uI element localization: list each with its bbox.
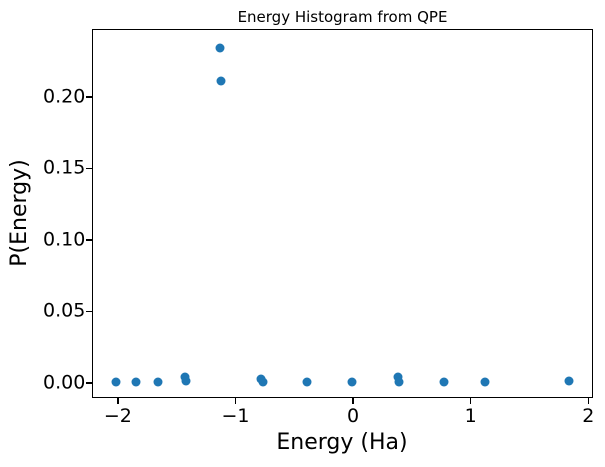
- x-tick-label: 1: [464, 405, 477, 427]
- x-tick: [352, 398, 354, 404]
- y-tick: [86, 96, 92, 98]
- y-tick-label: 0.20: [43, 85, 86, 108]
- y-tick-label: 0.05: [43, 299, 86, 322]
- x-tick: [117, 398, 119, 404]
- y-tick-label: 0.10: [43, 228, 86, 251]
- plot-area: [92, 29, 593, 398]
- scatter-point: [394, 377, 404, 387]
- x-tick-label: 0: [347, 405, 360, 427]
- scatter-point: [111, 377, 121, 387]
- scatter-point: [131, 377, 140, 387]
- x-axis-label: Energy (Ha): [276, 430, 408, 455]
- scatter-point: [216, 76, 226, 86]
- chart-title: Energy Histogram from QPE: [237, 8, 448, 26]
- x-tick: [469, 398, 472, 404]
- y-tick-label: 0.00: [43, 371, 86, 394]
- x-tick: [234, 398, 237, 404]
- y-tick: [86, 239, 92, 241]
- scatter-point: [347, 377, 357, 387]
- y-tick: [86, 382, 92, 384]
- x-tick-label: −2: [103, 405, 132, 427]
- scatter-point: [153, 377, 163, 387]
- scatter-point: [439, 377, 449, 387]
- scatter-point: [258, 377, 268, 387]
- scatter-point: [564, 376, 574, 386]
- y-axis-label: P(Energy): [7, 159, 32, 267]
- scatter-point: [480, 377, 490, 387]
- x-tick: [587, 398, 590, 404]
- scatter-point: [215, 43, 225, 53]
- scatter-point: [302, 377, 312, 387]
- x-tick-label: −1: [221, 405, 250, 427]
- y-tick: [86, 310, 92, 313]
- y-tick-label: 0.15: [43, 156, 86, 179]
- y-tick: [86, 167, 92, 170]
- x-tick-label: 2: [582, 405, 595, 427]
- scatter-point: [181, 376, 191, 386]
- scatter-point: [393, 372, 403, 382]
